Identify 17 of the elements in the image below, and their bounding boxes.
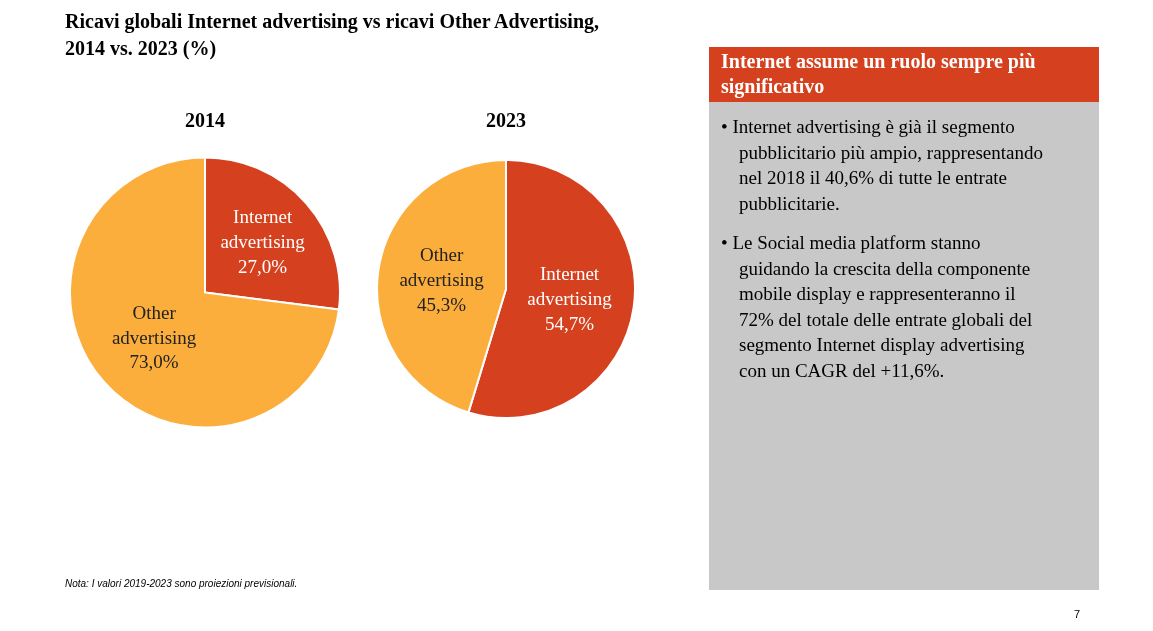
text: • Internet advertising è già il segmento pubblicitario più ampio, rappresentando nel 2018 il 40,6% di tutte le entrate pubblicitarie. <box>721 115 1044 216</box>
text: Nota: I valori 2019-2023 sono proiezioni previsionali. <box>65 578 298 589</box>
data-label: 45,3% <box>417 293 467 315</box>
data-label: 73,0% <box>129 351 179 373</box>
text: • Le Social media platform stanno guidando la crescita della componente mobile display e rappresenteranno il 72% del totale delle entrate globali del segmento Internet display advertising con un CAGR del +11,6%. <box>721 231 1034 383</box>
slice-label: Internet advertising <box>220 206 306 252</box>
slice-label: Other advertising <box>399 244 485 290</box>
pie-slice <box>69 156 340 429</box>
slice-label: Other advertising <box>111 301 197 348</box>
text: Ricavi globali Internet advertising vs ricavi Other Advertising, 2014 vs. 2023 (%) <box>65 9 600 62</box>
data-label: 27,0% <box>238 255 288 277</box>
text: Internet assume un ruolo sempre più significativo <box>709 47 1099 102</box>
data-label: 54,7% <box>545 312 595 334</box>
chart-title: 2014 <box>185 109 225 132</box>
text: 7 <box>1074 608 1081 620</box>
slice-label: Internet advertising <box>527 263 613 309</box>
chart-title: 2023 <box>486 109 526 132</box>
